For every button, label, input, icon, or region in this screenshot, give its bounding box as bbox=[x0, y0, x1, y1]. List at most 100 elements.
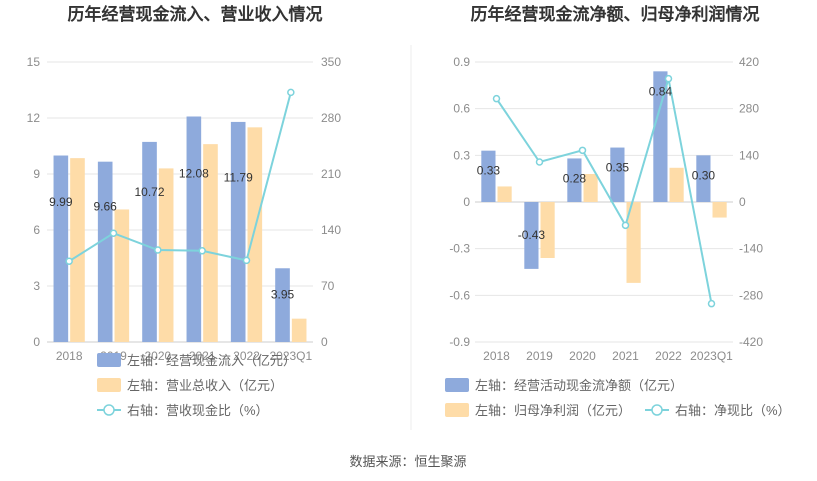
left-axis-tick-label: 15 bbox=[27, 55, 41, 69]
data-label: 0.84 bbox=[649, 84, 673, 98]
right-chart-ticks: -0.9 -0.6 -0.3 0 0.3 0.6 0.9 -420 -280 -140 0 140 28… bbox=[449, 55, 763, 363]
left-axis-tick-label: 0 bbox=[33, 335, 40, 349]
bar-primary bbox=[97, 161, 113, 342]
bar-secondary bbox=[291, 318, 307, 342]
left-axis-tick-label: 0 bbox=[463, 195, 470, 209]
right-chart: 历年经营现金流净额、归母净利润情况 0.33-0.430.280.350.840… bbox=[445, 4, 791, 418]
bar-secondary bbox=[712, 202, 727, 218]
right-axis-tick-label: 140 bbox=[739, 148, 759, 162]
bar-secondary bbox=[247, 127, 263, 342]
data-label: -0.43 bbox=[518, 228, 546, 242]
left-axis-tick-label: 3 bbox=[33, 279, 40, 293]
right-axis-tick-label: 280 bbox=[321, 111, 341, 125]
right-axis-tick-label: 350 bbox=[321, 55, 341, 69]
legend-swatch-marker bbox=[103, 404, 115, 416]
legend-swatch bbox=[97, 378, 121, 392]
data-label: 0.33 bbox=[477, 164, 501, 178]
data-label: 9.99 bbox=[49, 195, 73, 209]
legend-label: 左轴：经营活动现金流净额（亿元） bbox=[475, 378, 683, 393]
right-chart-grid bbox=[475, 61, 733, 343]
right-chart-data-labels: 0.33 -0.43 0.28 0.35 0.84 0.30 bbox=[477, 84, 716, 242]
bar-primary bbox=[275, 268, 290, 342]
right-chart-line bbox=[492, 74, 716, 308]
x-axis-tick-label: 2018 bbox=[483, 349, 510, 363]
data-label: 0.30 bbox=[692, 168, 716, 182]
line-point bbox=[198, 247, 206, 255]
left-axis-tick-label: 0.9 bbox=[453, 55, 470, 69]
line-point bbox=[707, 299, 716, 308]
right-chart-bars bbox=[481, 71, 727, 283]
left-chart-line bbox=[65, 88, 295, 265]
legend-label: 左轴：归母净利润（亿元） bbox=[475, 403, 631, 418]
right-axis-tick-label: -140 bbox=[739, 242, 763, 256]
bar-primary bbox=[481, 150, 496, 202]
line-point bbox=[109, 229, 118, 237]
bar-secondary bbox=[583, 174, 598, 202]
right-axis-tick-label: 0 bbox=[321, 335, 328, 349]
right-axis-tick-label: 0 bbox=[739, 195, 746, 209]
right-axis-tick-label: 140 bbox=[321, 223, 341, 237]
data-label: 10.72 bbox=[135, 185, 165, 199]
left-chart-title: 历年经营现金流入、营业收入情况 bbox=[68, 4, 323, 24]
left-chart-grid bbox=[47, 61, 313, 343]
line-point bbox=[664, 74, 673, 83]
bar-primary bbox=[653, 71, 668, 202]
line-point bbox=[65, 257, 73, 265]
right-axis-tick-label: -420 bbox=[739, 335, 763, 349]
bar-primary bbox=[524, 202, 539, 269]
left-chart-bars bbox=[53, 116, 307, 342]
bar-secondary bbox=[497, 186, 512, 202]
left-chart-legend: 左轴：经营现金流入（亿元） 左轴：营业总收入（亿元） 右轴：营收现金比（%） bbox=[97, 353, 296, 418]
data-label: 12.08 bbox=[179, 166, 209, 180]
legend-swatch bbox=[445, 403, 469, 417]
x-axis-tick-label: 2023Q1 bbox=[269, 349, 312, 363]
bar-primary bbox=[186, 116, 202, 342]
legend-swatch bbox=[97, 353, 121, 367]
source-text: 数据来源：恒生聚源 bbox=[349, 454, 466, 469]
line-point bbox=[621, 221, 630, 230]
legend-swatch-marker bbox=[651, 404, 663, 416]
right-axis-tick-label: 420 bbox=[739, 55, 759, 69]
x-axis-tick-label: 2021 bbox=[612, 349, 639, 363]
left-axis-tick-label: 0.3 bbox=[453, 148, 470, 162]
data-label: 0.35 bbox=[606, 161, 630, 175]
bar-primary bbox=[610, 147, 625, 202]
right-chart-legend: 左轴：经营活动现金流净额（亿元） 左轴：归母净利润（亿元） 右轴：净现比（%） bbox=[445, 378, 791, 418]
right-axis-tick-label: 70 bbox=[321, 279, 335, 293]
left-chart: 历年经营现金流入、营业收入情况 9.99 9.66 10.72 12.08 11.79 3… bbox=[27, 4, 342, 418]
line-point bbox=[242, 256, 251, 265]
x-axis-tick-label: 2022 bbox=[233, 349, 260, 363]
x-axis-tick-label: 2022 bbox=[655, 349, 682, 363]
x-axis-tick-label: 2020 bbox=[569, 349, 596, 363]
bar-primary bbox=[567, 158, 582, 202]
bar-secondary bbox=[203, 144, 218, 342]
bar-secondary bbox=[70, 158, 85, 342]
left-axis-tick-label: 0.6 bbox=[453, 102, 470, 116]
bar-primary bbox=[53, 155, 69, 342]
data-label: 9.66 bbox=[94, 199, 118, 213]
left-axis-tick-label: 9 bbox=[33, 167, 40, 181]
legend-label: 左轴：营业总收入（亿元） bbox=[127, 378, 283, 393]
bar-secondary bbox=[626, 202, 641, 283]
bar-secondary bbox=[158, 168, 174, 342]
bar-secondary bbox=[669, 167, 684, 202]
right-axis-tick-label: -280 bbox=[739, 288, 763, 302]
legend-label: 右轴：净现比（%） bbox=[675, 403, 791, 418]
left-axis-tick-label: -0.6 bbox=[449, 288, 470, 302]
x-axis-tick-label: 2021 bbox=[189, 349, 216, 363]
x-axis-tick-label: 2023Q1 bbox=[690, 349, 733, 363]
data-label: 3.95 bbox=[271, 287, 295, 301]
line-point bbox=[287, 88, 295, 97]
left-chart-data-labels: 9.99 9.66 10.72 12.08 11.79 3.95 bbox=[49, 166, 294, 301]
line-series bbox=[495, 78, 713, 304]
bar-secondary bbox=[540, 202, 555, 258]
legend-label: 左轴：经营现金流入（亿元） bbox=[127, 353, 296, 368]
x-axis-tick-label: 2019 bbox=[526, 349, 553, 363]
line-point bbox=[535, 158, 544, 166]
line-point bbox=[578, 146, 587, 155]
bar-primary bbox=[696, 155, 711, 202]
left-axis-tick-label: 6 bbox=[33, 223, 40, 237]
data-label: 0.28 bbox=[563, 171, 587, 185]
x-axis-tick-label: 2018 bbox=[56, 349, 83, 363]
